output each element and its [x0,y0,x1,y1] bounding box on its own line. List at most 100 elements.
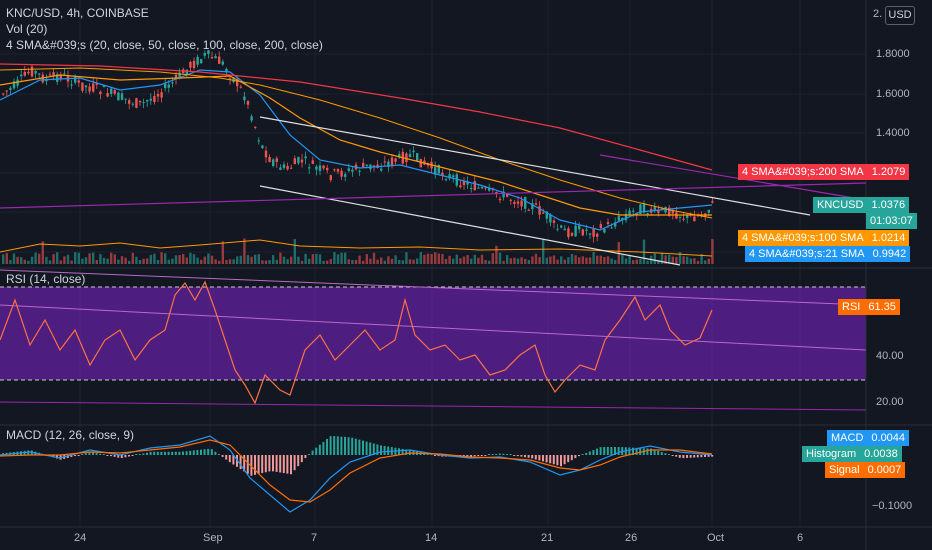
candle-body [387,161,390,168]
histogram-bar [56,455,58,459]
histogram-bar [585,452,588,455]
volume-bar [560,256,563,264]
volume-bar [124,257,127,264]
candle-body [318,165,322,171]
candle-body [466,181,469,185]
volume-bar [394,255,397,264]
volume-bar [542,238,545,264]
volume-bar [426,253,430,264]
volume-bar [470,258,473,264]
volume-bar [369,258,372,264]
volume-bar [520,257,523,264]
candle-body [484,187,487,189]
candle-body [347,168,350,171]
histogram-bar [502,453,505,455]
sma-legend[interactable]: 4 SMA&#039;s (20, close, 50, close, 100,… [6,38,323,52]
histogram-bar [92,452,94,455]
volume-bar [509,258,512,264]
candle-body [527,209,530,211]
volume-bar [423,254,426,264]
candle-body [200,59,203,64]
histogram-bar [344,436,346,455]
volume-bar [563,259,566,264]
candle-body [552,220,556,223]
candle-body [473,181,476,191]
time-tick: 24 [74,532,87,544]
histogram-bar [236,455,238,467]
volume-bar [545,257,548,264]
trend-lines [0,116,867,411]
volume-bar [92,252,95,264]
time-tick: 21 [541,532,554,544]
macd-legend[interactable]: MACD (12, 26, close, 9) [6,428,135,442]
histogram-bar [221,455,224,457]
histogram-bar [509,454,512,455]
histogram-bar [318,444,321,455]
candle-body [239,86,242,88]
horizontal-trend-line [0,182,867,209]
volume-bar [142,258,145,264]
volume-bar [81,258,84,264]
candle-body [459,185,462,188]
tag-value: 1.0214 [867,230,910,246]
histogram-bar [660,452,663,455]
volume-bar [534,253,538,264]
symbol-legend[interactable]: KNC/USD, 4h, COINBASE [6,6,149,20]
histogram-bar [664,453,667,455]
histogram-bar [333,436,336,455]
volume-bar [52,254,55,264]
histogram-bar [128,455,130,457]
volume-bar [225,260,228,264]
histogram-bar [286,455,289,474]
volume-bar [477,257,480,264]
volume-bar [707,258,710,264]
histogram-bar [272,455,274,472]
candle-body [434,166,437,175]
rsi-trend-lower [0,401,867,411]
histogram-bar [401,448,404,455]
volume-bar [621,254,624,264]
volume-bar [671,256,674,264]
histogram-bar [315,447,318,455]
histogram-bar [246,455,249,474]
volume-bar [336,254,340,264]
volume-bar [466,254,469,264]
candle-body [588,233,592,235]
candle-body [203,52,206,56]
rsi-legend[interactable]: RSI (14, close) [6,272,86,286]
lower-channel-line [259,185,681,266]
volume-bar [243,238,246,264]
histogram-bar [200,449,202,455]
volume-legend[interactable]: Vol (20) [6,22,48,36]
candle-body [628,210,631,215]
macd-tag: MACD 0.0044 [827,430,910,446]
candle-body [524,197,527,209]
volume-bar [189,252,192,264]
candle-body [315,166,318,170]
histogram-bar [383,445,386,455]
time-tick: 14 [425,532,438,544]
histogram-bar [599,447,602,455]
candle-body [102,85,106,88]
tag-value: 61.35 [864,299,900,315]
candle-body [603,229,606,233]
candle-body [236,79,239,87]
volume-bar [128,260,131,264]
histogram-bar [304,455,307,459]
candle-body [333,169,336,171]
candle-body [506,193,509,197]
currency-button[interactable]: USD [885,6,915,25]
rsi-tick: 20.00 [876,396,904,408]
histogram-bar [275,455,278,472]
signal-line [0,439,713,503]
candle-body [452,175,455,178]
candle-body [189,62,192,68]
candle-body [657,209,660,214]
volume-bar [308,258,311,264]
tag-name: Histogram [802,446,861,462]
volume-bar [264,260,268,264]
volume-bar [441,253,444,264]
price-tick: 1.6000 [876,88,910,100]
signal-tag: Signal 0.0007 [825,462,906,478]
